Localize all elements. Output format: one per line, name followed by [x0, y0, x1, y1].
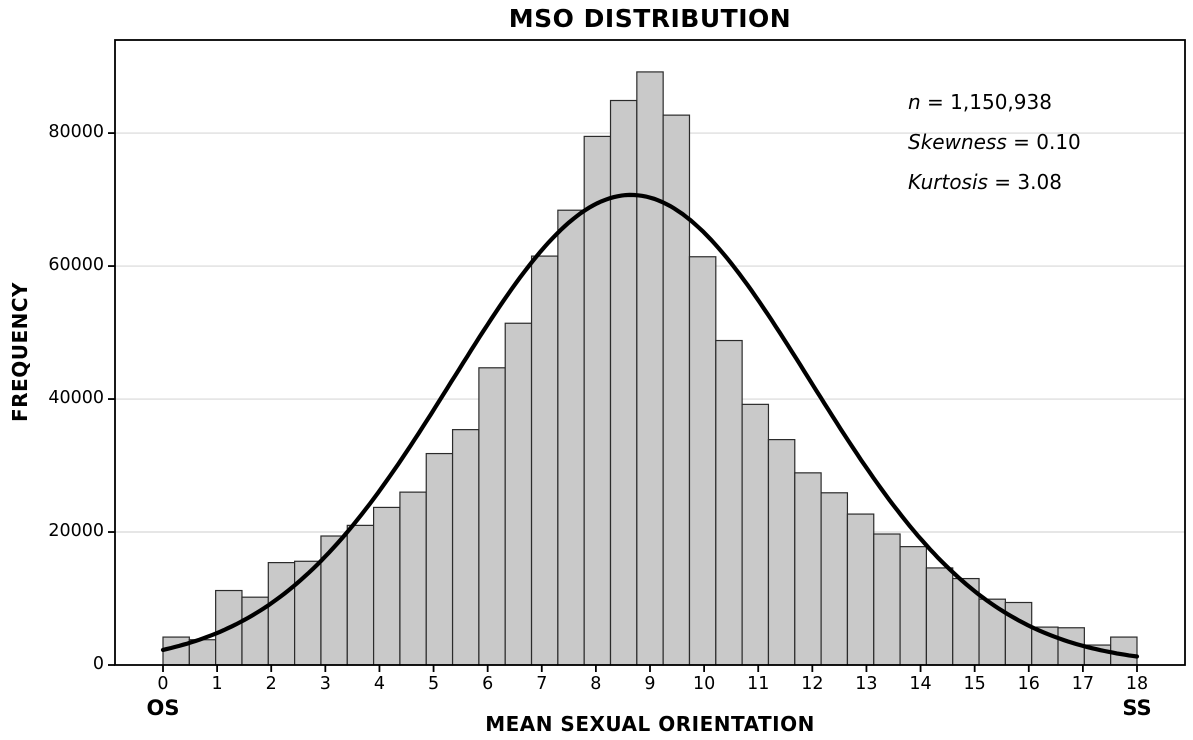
- histogram-bar: [372, 506, 401, 666]
- annotation-skewness-symbol: Skewness: [908, 130, 1007, 154]
- x-tick-label-9: 9: [644, 674, 656, 694]
- histogram-bar: [504, 322, 533, 666]
- histogram-bar: [741, 403, 770, 666]
- annotation-kurtosis-value: = 3.08: [987, 170, 1062, 194]
- y-axis-label: FREQUENCY: [8, 281, 32, 423]
- y-tick-label-40000: 40000: [48, 388, 104, 409]
- histogram-bar: [767, 439, 796, 666]
- y-tick-label-60000: 60000: [48, 255, 104, 276]
- x-tick-label-2: 2: [265, 674, 277, 694]
- x-tick-label-0: 0: [157, 674, 169, 694]
- annotation-kurtosis: Kurtosis = 3.08: [908, 170, 1062, 194]
- x-tick-label-18: 18: [1125, 674, 1149, 694]
- x-tick-label-6: 6: [482, 674, 494, 694]
- y-tick-label-80000: 80000: [48, 122, 104, 143]
- x-tick-label-3: 3: [319, 674, 331, 694]
- annotation-skewness-value: = 0.10: [1006, 130, 1081, 154]
- x-tick-label-15: 15: [963, 674, 986, 694]
- x-tick-label-10: 10: [692, 674, 716, 694]
- x-tick-label-1: 1: [211, 674, 223, 694]
- x-tick-label-12: 12: [801, 674, 824, 694]
- x-tick-label-5: 5: [427, 674, 440, 694]
- histogram-bar: [609, 99, 638, 666]
- annotation-kurtosis-symbol: Kurtosis: [908, 170, 988, 194]
- x-axis-right-anchor-label: SS: [1122, 696, 1152, 720]
- x-tick-label-14: 14: [909, 674, 932, 694]
- x-tick-label-8: 8: [590, 674, 602, 694]
- histogram-bar: [267, 562, 296, 666]
- histogram-bar: [794, 472, 822, 666]
- histogram-bar: [899, 546, 928, 666]
- x-axis-label: MEAN SEXUAL ORIENTATION: [485, 712, 815, 736]
- x-tick-label-11: 11: [747, 674, 770, 694]
- y-tick-label-0: 0: [92, 654, 104, 674]
- histogram-bar: [346, 524, 375, 666]
- histogram-bar: [215, 589, 243, 666]
- annotation-n-value: = 1,150,938: [920, 90, 1052, 114]
- histogram-bar: [478, 367, 506, 666]
- x-tick-label-4: 4: [373, 674, 385, 694]
- annotation-skewness: Skewness = 0.10: [908, 130, 1081, 154]
- histogram-bar: [846, 513, 875, 666]
- histogram-bar: [162, 636, 190, 666]
- normal-curve: [160, 192, 1140, 659]
- histogram-bar: [1004, 601, 1033, 666]
- histogram-bar: [662, 114, 691, 666]
- histogram-bar: [399, 491, 427, 666]
- histogram-bar: [557, 209, 585, 666]
- x-tick-label-7: 7: [536, 674, 548, 694]
- histogram-bar: [583, 135, 612, 666]
- histogram-bar: [715, 339, 743, 666]
- histogram-bar: [873, 533, 901, 666]
- x-tick-label-16: 16: [1017, 674, 1040, 694]
- histogram-bar: [925, 567, 954, 666]
- y-tick-label-20000: 20000: [48, 521, 104, 542]
- annotation-n-symbol: n: [908, 90, 921, 114]
- histogram-bar: [294, 560, 322, 666]
- chart-title: MSO DISTRIBUTION: [508, 4, 792, 33]
- annotation-n: n = 1,150,938: [908, 90, 1052, 114]
- x-axis-left-anchor-label: OS: [146, 696, 180, 720]
- x-tick-label-13: 13: [855, 674, 878, 694]
- x-tick-label-17: 17: [1071, 674, 1095, 694]
- histogram-bar: [425, 452, 454, 666]
- histogram-bar: [636, 71, 664, 666]
- histogram-bar: [451, 429, 480, 666]
- histogram-bar: [820, 492, 849, 666]
- histogram-bar: [688, 256, 717, 666]
- histogram-bar: [530, 255, 559, 666]
